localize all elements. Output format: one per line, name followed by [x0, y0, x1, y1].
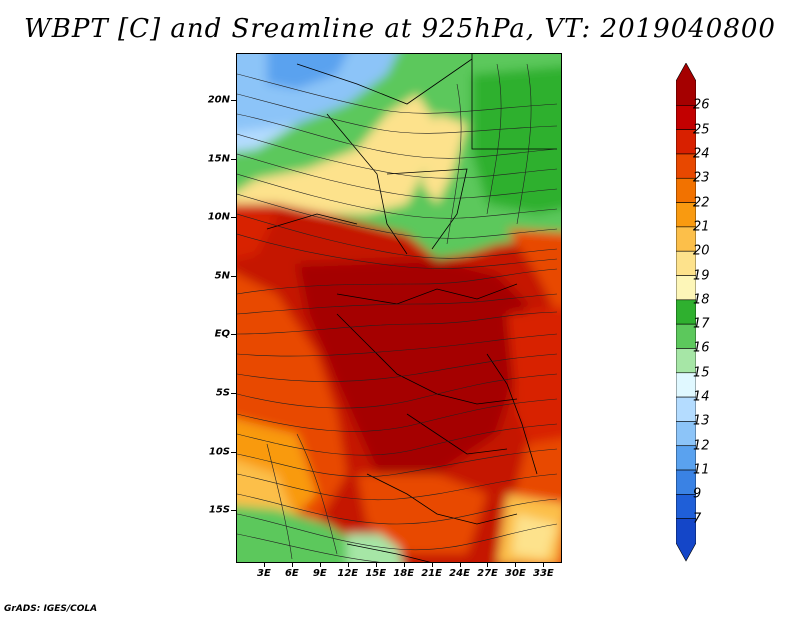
colorbar-label: 16 [693, 340, 710, 356]
lat-tick [231, 217, 236, 219]
lon-label: 9E [312, 568, 327, 579]
lon-tick [431, 563, 433, 567]
colorbar-label: 25 [693, 122, 710, 138]
lon-tick [263, 563, 265, 567]
grads-credit: GrADS: IGES/COLA [4, 604, 98, 614]
lon-label: 24E [449, 568, 470, 579]
colorbar-label: 18 [693, 292, 710, 308]
lon-label: 18E [393, 568, 415, 579]
colorbar-label: 21 [693, 219, 710, 235]
lon-label: 27E [477, 568, 498, 579]
country-borders [266, 54, 557, 562]
temperature-shading [237, 54, 561, 562]
streamlines [237, 63, 558, 562]
lon-tick [291, 563, 293, 567]
wbpt-field-map [237, 54, 561, 562]
lat-label: 10S [208, 446, 230, 458]
lat-tick [231, 510, 236, 512]
lat-tick [231, 334, 236, 336]
lon-tick [347, 563, 349, 567]
lon-label: 15E [365, 568, 387, 579]
lon-tick [543, 563, 545, 567]
lat-tick [231, 99, 236, 101]
colorbar-bottom-arrow [676, 518, 696, 562]
lat-label: 20N [207, 94, 230, 106]
lon-tick [375, 563, 377, 567]
lon-tick [459, 563, 461, 567]
colorbar-label: 24 [693, 146, 710, 162]
lat-label: 15S [208, 504, 230, 516]
lon-tick [487, 563, 489, 567]
lon-label: 21E [421, 568, 442, 579]
lat-tick [231, 393, 236, 394]
map-title: WBPT [C] and Sreamline at 925hPa, VT: 20… [24, 14, 776, 44]
colorbar-label: 20 [693, 243, 710, 259]
lon-label: 12E [337, 568, 359, 579]
colorbar-label: 19 [693, 268, 710, 284]
colorbar-label: 15 [693, 365, 710, 381]
map-panel [236, 53, 562, 563]
lat-tick [231, 158, 236, 160]
lat-label: 10N [207, 211, 230, 223]
lat-label: 5S [215, 387, 230, 399]
lat-tick [231, 275, 236, 277]
colorbar-label: 13 [693, 413, 710, 429]
lat-label: 15N [207, 153, 230, 165]
colorbar-label: 12 [693, 438, 710, 454]
colorbar-label: 17 [693, 316, 710, 332]
lat-label: 5N [214, 270, 230, 282]
lat-tick [231, 451, 236, 453]
colorbar-label: 26 [693, 97, 710, 113]
lon-label: 3E [257, 568, 271, 579]
lat-label: EQ [214, 328, 230, 340]
lon-tick [515, 563, 517, 567]
colorbar-label: 7 [693, 511, 702, 527]
colorbar [676, 63, 696, 562]
lon-label: 33E [532, 568, 554, 579]
colorbar-label: 11 [693, 462, 710, 478]
colorbar-label: 23 [693, 170, 710, 186]
lon-label: 6E [284, 568, 299, 579]
colorbar-label: 9 [693, 486, 702, 502]
colorbar-label: 14 [693, 389, 710, 405]
colorbar-label: 22 [693, 195, 710, 211]
lon-tick [319, 563, 321, 567]
lon-tick [403, 563, 405, 567]
lon-label: 30E [505, 568, 526, 579]
